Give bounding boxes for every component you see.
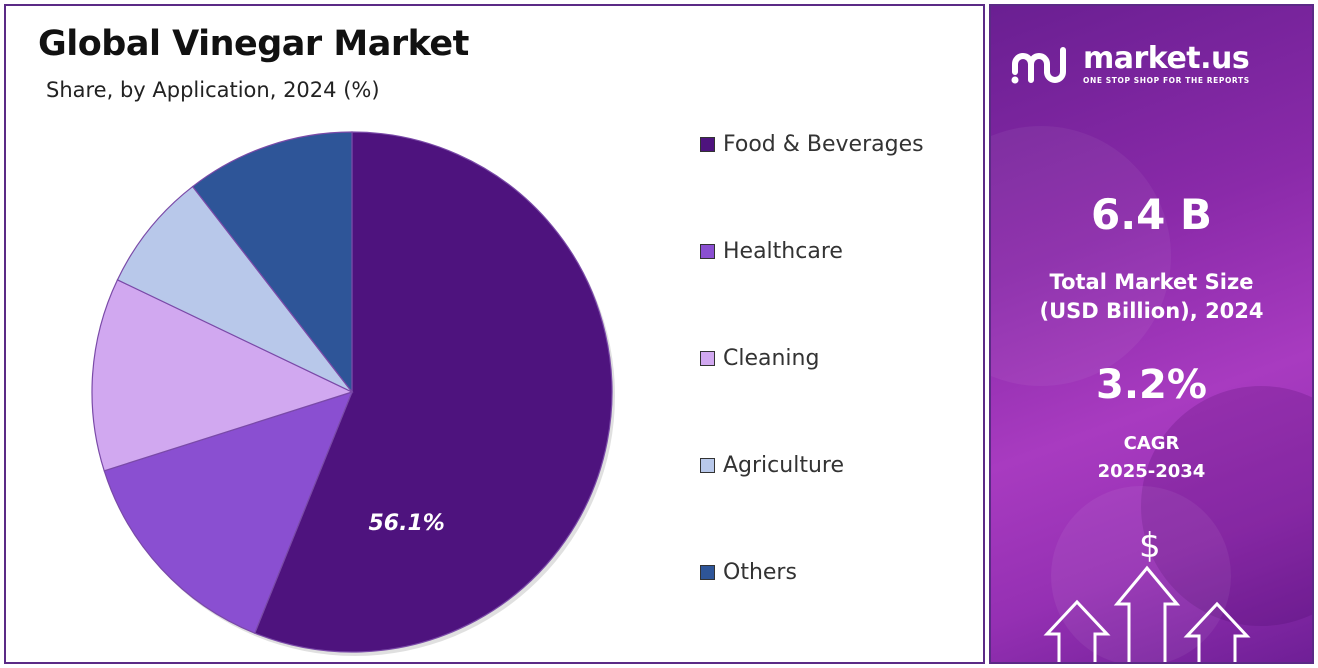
legend-label: Agriculture	[723, 453, 844, 478]
dollar-icon: $	[1139, 526, 1161, 566]
summary-sidebar: market.us ONE STOP SHOP FOR THE REPORTS …	[989, 4, 1314, 664]
pie-slice-healthcare	[103, 391, 354, 634]
legend-label: Cleaning	[723, 346, 820, 371]
chart-legend: Food & Beverages Healthcare Cleaning Agricu…	[700, 124, 980, 604]
legend-item: Others	[700, 560, 797, 585]
cagr-label: CAGR 2025-2034	[991, 430, 1312, 486]
cagr-label-line1: CAGR	[1123, 433, 1180, 454]
cagr-value: 3.2%	[1096, 362, 1207, 408]
legend-swatch	[700, 351, 715, 366]
legend-item: Food & Beverages	[700, 132, 924, 157]
brand-name: market.us	[1083, 40, 1250, 76]
background-shape	[991, 126, 1171, 386]
legend-item: Agriculture	[700, 453, 844, 478]
cagr-label-line2: 2025-2034	[1097, 461, 1206, 482]
pie-chart: 56.1%	[91, 131, 615, 656]
growth-arrows-icon	[1043, 565, 1251, 662]
legend-swatch	[700, 565, 715, 580]
market-size-value: 6.4 B	[1090, 190, 1213, 239]
pie-data-label: 56.1%	[368, 511, 444, 536]
chart-subtitle: Share, by Application, 2024 (%)	[46, 78, 380, 102]
chart-panel: Global Vinegar Market Share, by Applicat…	[4, 4, 985, 664]
pie-slice-food-beverages	[253, 131, 613, 653]
market-us-logo-icon	[1011, 47, 1066, 84]
legend-item: Healthcare	[700, 239, 843, 264]
legend-item: Cleaning	[700, 346, 819, 371]
market-size-label: Total Market Size (USD Billion), 2024	[991, 268, 1312, 326]
brand-logo: market.us ONE STOP SHOP FOR THE REPORTS	[1011, 42, 1250, 86]
chart-title: Global Vinegar Market	[38, 24, 469, 64]
market-size-label-line2: (USD Billion), 2024	[1039, 299, 1264, 323]
legend-swatch	[700, 137, 715, 152]
legend-label: Others	[723, 560, 797, 585]
legend-label: Healthcare	[723, 239, 843, 264]
market-size-label-line1: Total Market Size	[1049, 270, 1254, 294]
pie-slice-cleaning	[91, 279, 354, 472]
pie-slice-others	[191, 131, 353, 394]
brand-tagline: ONE STOP SHOP FOR THE REPORTS	[1083, 75, 1250, 85]
legend-label: Food & Beverages	[723, 132, 924, 157]
legend-swatch	[700, 244, 715, 259]
legend-swatch	[700, 458, 715, 473]
pie-slice-agriculture	[116, 185, 353, 393]
